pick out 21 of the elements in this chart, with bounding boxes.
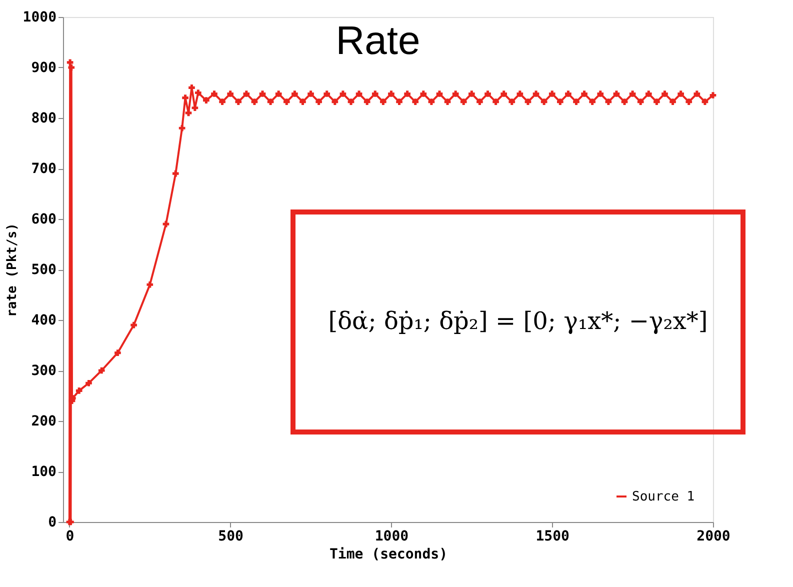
x-axis-title: Time (seconds) [329,546,448,562]
y-tick-label: 1000 [22,10,56,26]
y-tick-label: 600 [31,212,56,228]
x-tick-label: 2000 [696,528,730,544]
annotation: [δα̇; δṗ₁; δṗ₂] = [0; γ₁x*; −γ₂x*] [328,307,708,335]
y-tick-label: 900 [31,60,56,76]
y-tick-label: 700 [31,161,56,177]
x-tick-label: 0 [66,528,74,544]
x-tick-label: 1500 [536,528,570,544]
y-tick-label: 0 [48,514,56,530]
y-tick-label: 500 [31,262,56,278]
y-tick-label: 200 [31,414,56,430]
x-tick-label: 1000 [374,528,409,544]
y-tick-label: 800 [31,110,56,126]
y-axis-title: rate (Pkt/s) [4,223,20,317]
y-tick-label: 400 [31,312,56,328]
x-tick-label: 500 [218,528,244,544]
legend-label: Source 1 [632,490,695,504]
chart-title: Rate [336,19,420,63]
y-tick-label: 100 [31,464,56,480]
y-tick-label: 300 [31,363,56,379]
